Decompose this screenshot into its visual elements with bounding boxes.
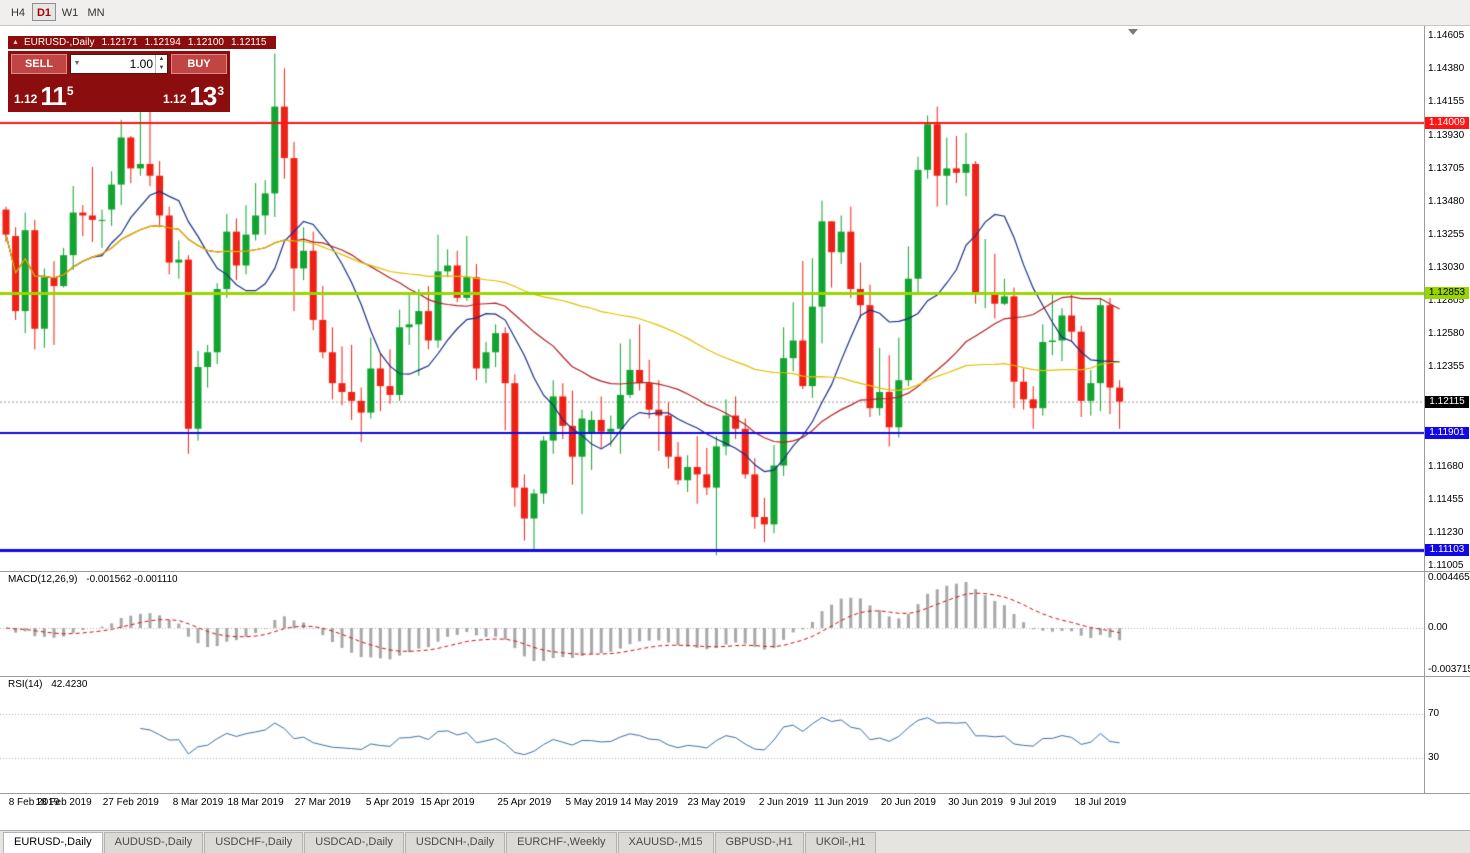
price-axis-tick: 1.13480: [1428, 196, 1465, 207]
volume-box: ▼ ▲ ▼: [70, 54, 168, 74]
collapse-trade-panel-icon[interactable]: ▲: [12, 39, 19, 46]
ohlc-open: 1.12171: [101, 37, 138, 48]
ohlc-low: 1.12100: [187, 37, 224, 48]
chart-tab-usdcnh-daily[interactable]: USDCNH-,Daily: [404, 832, 506, 853]
bid-price[interactable]: 1.12 11 5: [14, 83, 74, 109]
price-axis-tick: 1.13705: [1428, 163, 1465, 174]
volume-spinner: ▲ ▼: [155, 55, 167, 73]
macd-axis-label: 0.00: [1428, 622, 1448, 633]
chart-title: EURUSD-,Daily: [23, 37, 95, 48]
time-axis-label: 5 Apr 2019: [365, 797, 415, 808]
hline-price-badge-3: 1.11103: [1425, 544, 1469, 556]
price-axis-tick: 1.12355: [1428, 361, 1465, 372]
time-axis-label: 5 May 2019: [565, 797, 618, 808]
ohlc-high: 1.12194: [144, 37, 181, 48]
price-axis-tick: 1.13030: [1428, 262, 1465, 273]
timeframe-button-mn[interactable]: MN: [87, 7, 105, 19]
volume-down-icon[interactable]: ▼: [158, 65, 165, 71]
ohlc-close: 1.12115: [230, 37, 267, 48]
time-axis-label: 18 Feb 2019: [35, 797, 92, 808]
chart-shift-marker[interactable]: [1128, 29, 1138, 35]
macd-values: -0.001562 -0.001110: [86, 574, 178, 585]
chart-tab-eurusd-daily[interactable]: EURUSD-,Daily: [3, 832, 103, 853]
price-axis: 1.14009 1.12853 1.11901 1.11103 1.12115 1.146…: [1424, 26, 1470, 793]
hline-price-badge-1: 1.12853: [1425, 287, 1469, 299]
chart-tab-bar: EURUSD-,Daily AUDUSD-,Daily USDCHF-,Daily U…: [0, 830, 1470, 853]
chart-tab-xauusd-m15[interactable]: XAUUSD-,M15: [617, 832, 714, 853]
chart-tab-audusd-daily[interactable]: AUDUSD-,Daily: [103, 832, 204, 853]
bid-pipette: 5: [66, 84, 74, 98]
buy-button[interactable]: BUY: [171, 54, 227, 74]
rsi-level-label: 70: [1428, 708, 1440, 719]
price-axis-tick: 1.14155: [1428, 96, 1465, 107]
volume-dropdown-icon[interactable]: ▼: [73, 60, 81, 67]
macd-axis-label: -0.003715: [1428, 664, 1470, 675]
hline-price-badge-2: 1.11901: [1425, 427, 1469, 439]
time-axis-label: 18 Jul 2019: [1074, 797, 1127, 808]
chart-tab-usdcad-daily[interactable]: USDCAD-,Daily: [304, 832, 404, 853]
time-axis-label: 23 May 2019: [687, 797, 746, 808]
macd-indicator-label: MACD(12,26,9) -0.001562 -0.001110: [8, 574, 178, 585]
price-axis-tick: 1.12805: [1428, 295, 1465, 306]
time-axis-label: 30 Jun 2019: [948, 797, 1004, 808]
chart-tab-gbpusd-h1[interactable]: GBPUSD-,H1: [714, 832, 804, 853]
macd-axis-label: 0.004465: [1428, 572, 1470, 583]
current-price-badge: 1.12115: [1425, 396, 1469, 408]
time-axis-label: 27 Mar 2019: [294, 797, 351, 808]
ask-pipette: 3: [217, 84, 224, 98]
timeframe-toolbar: H4 D1 W1 MN: [6, 3, 110, 21]
price-axis-tick: 1.14380: [1428, 63, 1465, 74]
toolbar: H4 D1 W1 MN: [0, 0, 1470, 26]
rsi-value: 42.4230: [51, 679, 88, 690]
ask-big-digits: 13: [189, 81, 217, 111]
time-axis-label: 18 Mar 2019: [227, 797, 284, 808]
time-axis-label: 27 Feb 2019: [102, 797, 159, 808]
macd-panel-divider[interactable]: [0, 571, 1470, 572]
time-axis-label: 14 May 2019: [620, 797, 679, 808]
bid-big-digits: 11: [40, 81, 66, 111]
chart-tab-usdchf-daily[interactable]: USDCHF-,Daily: [204, 832, 304, 853]
timeframe-button-d1[interactable]: D1: [32, 3, 56, 21]
price-axis-tick: 1.13255: [1428, 229, 1465, 240]
price-axis-tick: 1.12580: [1428, 328, 1465, 339]
volume-up-icon[interactable]: ▲: [158, 56, 165, 62]
price-axis-tick: 1.11455: [1428, 494, 1464, 505]
bid-prefix: 1.12: [14, 92, 38, 106]
time-axis-label: 25 Apr 2019: [497, 797, 552, 808]
sell-button[interactable]: SELL: [11, 54, 67, 74]
chart-ohlc-bar: ▲ EURUSD-,Daily 1.12171 1.12194 1.12100 …: [8, 36, 277, 49]
chart-canvas[interactable]: [0, 26, 1424, 795]
volume-input[interactable]: [83, 55, 155, 73]
time-axis-label: 8 Mar 2019: [172, 797, 224, 808]
time-axis-label: 20 Jun 2019: [880, 797, 936, 808]
price-axis-tick: 1.14605: [1428, 30, 1465, 41]
timeframe-button-w1[interactable]: W1: [61, 7, 79, 19]
rsi-name: RSI(14): [8, 679, 43, 690]
rsi-level-label: 30: [1428, 752, 1440, 763]
time-axis-label: 8 Feb 2019: [8, 797, 60, 808]
chart-tab-ukoil-h1[interactable]: UKOil-,H1: [804, 832, 877, 853]
price-axis-tick: 1.11230: [1428, 527, 1464, 538]
time-axis-divider: [0, 793, 1470, 794]
timeframe-button-h4[interactable]: H4: [10, 7, 26, 19]
price-axis-tick: 1.11680: [1428, 461, 1464, 472]
ask-price[interactable]: 1.12 13 3: [163, 83, 224, 109]
time-axis-label: 9 Jul 2019: [1010, 797, 1057, 808]
price-axis-tick: 1.13930: [1428, 130, 1465, 141]
price-axis-tick: 1.11005: [1428, 560, 1464, 571]
macd-name: MACD(12,26,9): [8, 574, 78, 585]
hline-price-badge-0: 1.14009: [1425, 117, 1469, 129]
ask-prefix: 1.12: [163, 92, 187, 106]
rsi-indicator-label: RSI(14) 42.4230: [8, 679, 87, 690]
one-click-trading-panel: SELL ▼ ▲ ▼ BUY 1.12 11 5 1.12 13 3: [8, 51, 230, 112]
time-axis-label: 15 Apr 2019: [420, 797, 475, 808]
chart-tab-eurchf-weekly[interactable]: EURCHF-,Weekly: [506, 832, 617, 853]
time-axis-label: 2 Jun 2019: [758, 797, 809, 808]
rsi-panel-divider[interactable]: [0, 676, 1470, 677]
axis-separator: [1424, 26, 1425, 793]
time-axis-label: 11 Jun 2019: [814, 797, 869, 808]
